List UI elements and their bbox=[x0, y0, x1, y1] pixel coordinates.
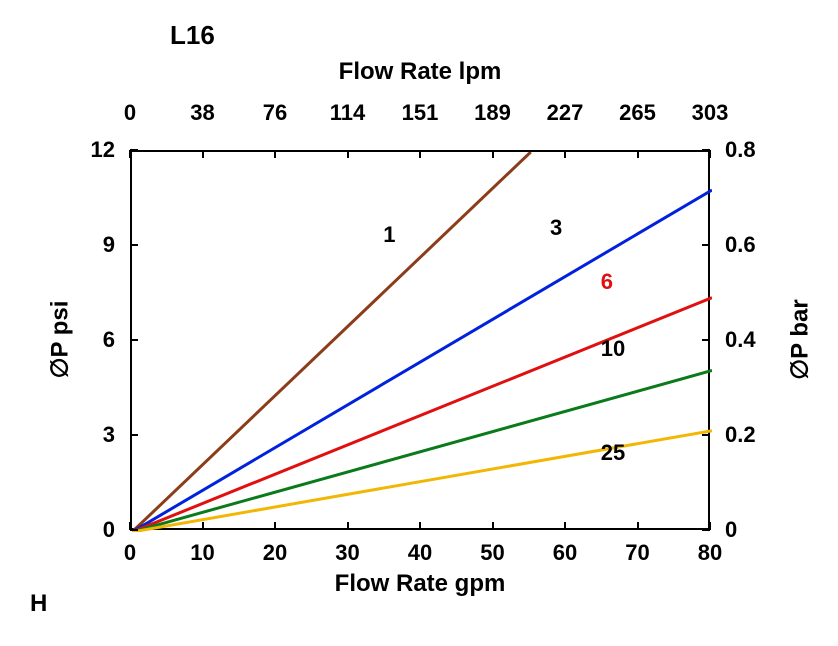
series-label-25: 25 bbox=[601, 440, 625, 466]
x-top-tick-label: 151 bbox=[395, 100, 445, 126]
x-top-tick bbox=[492, 150, 494, 158]
x-top-tick bbox=[419, 150, 421, 158]
y-right-tick-label: 0.6 bbox=[725, 232, 775, 258]
x-bottom-tick-label: 20 bbox=[250, 540, 300, 566]
y-right-tick bbox=[702, 149, 710, 151]
x-top-tick-label: 227 bbox=[540, 100, 590, 126]
series-line-6 bbox=[132, 298, 712, 532]
x-top-tick-label: 265 bbox=[613, 100, 663, 126]
y-left-tick bbox=[130, 149, 138, 151]
y-right-tick bbox=[702, 244, 710, 246]
x-bottom-tick-label: 70 bbox=[613, 540, 663, 566]
chart-container: L16 Flow Rate lpm Flow Rate gpm ∅P psi ∅… bbox=[0, 0, 838, 646]
series-label-10: 10 bbox=[601, 336, 625, 362]
y-right-tick-label: 0.2 bbox=[725, 422, 775, 448]
x-bottom-tick-label: 80 bbox=[685, 540, 735, 566]
series-label-3: 3 bbox=[550, 215, 562, 241]
y-left-tick-label: 9 bbox=[70, 232, 115, 258]
x-bottom-axis-title: Flow Rate gpm bbox=[130, 570, 710, 598]
y-left-tick-label: 3 bbox=[70, 422, 115, 448]
x-bottom-tick bbox=[274, 522, 276, 530]
y-right-tick-label: 0 bbox=[725, 517, 775, 543]
x-bottom-tick-label: 60 bbox=[540, 540, 590, 566]
x-top-tick bbox=[202, 150, 204, 158]
x-bottom-tick-label: 40 bbox=[395, 540, 445, 566]
x-bottom-tick bbox=[347, 522, 349, 530]
x-top-tick-label: 303 bbox=[685, 100, 735, 126]
x-top-tick-label: 0 bbox=[105, 100, 155, 126]
x-bottom-tick-label: 0 bbox=[105, 540, 155, 566]
x-top-tick bbox=[709, 150, 711, 158]
x-bottom-tick bbox=[492, 522, 494, 530]
y-left-tick-label: 6 bbox=[70, 327, 115, 353]
y-right-tick bbox=[702, 434, 710, 436]
x-top-tick bbox=[129, 150, 131, 158]
x-top-tick-label: 76 bbox=[250, 100, 300, 126]
y-right-tick-label: 0.8 bbox=[725, 137, 775, 163]
x-bottom-tick-label: 30 bbox=[323, 540, 373, 566]
chart-title: L16 bbox=[170, 20, 215, 51]
series-label-6: 6 bbox=[601, 269, 613, 295]
x-bottom-tick bbox=[564, 522, 566, 530]
x-bottom-tick-label: 10 bbox=[178, 540, 228, 566]
x-top-axis-title: Flow Rate lpm bbox=[130, 58, 710, 86]
y-right-tick bbox=[702, 339, 710, 341]
x-top-tick-label: 38 bbox=[178, 100, 228, 126]
y-right-tick-label: 0.4 bbox=[725, 327, 775, 353]
x-top-tick bbox=[564, 150, 566, 158]
x-top-tick bbox=[637, 150, 639, 158]
y-right-tick bbox=[702, 529, 710, 531]
x-top-tick-label: 189 bbox=[468, 100, 518, 126]
y-left-tick bbox=[130, 529, 138, 531]
corner-label: H bbox=[30, 590, 47, 618]
x-bottom-tick bbox=[419, 522, 421, 530]
y-left-tick-label: 0 bbox=[70, 517, 115, 543]
y-left-tick bbox=[130, 339, 138, 341]
x-bottom-tick bbox=[202, 522, 204, 530]
x-top-tick-label: 114 bbox=[323, 100, 373, 126]
x-bottom-tick bbox=[637, 522, 639, 530]
y-right-axis-title: ∅P bar bbox=[786, 280, 815, 400]
x-top-tick bbox=[274, 150, 276, 158]
y-left-tick-label: 12 bbox=[70, 137, 115, 163]
y-left-tick bbox=[130, 434, 138, 436]
x-top-tick bbox=[347, 150, 349, 158]
y-left-tick bbox=[130, 244, 138, 246]
series-label-1: 1 bbox=[383, 222, 395, 248]
x-bottom-tick-label: 50 bbox=[468, 540, 518, 566]
